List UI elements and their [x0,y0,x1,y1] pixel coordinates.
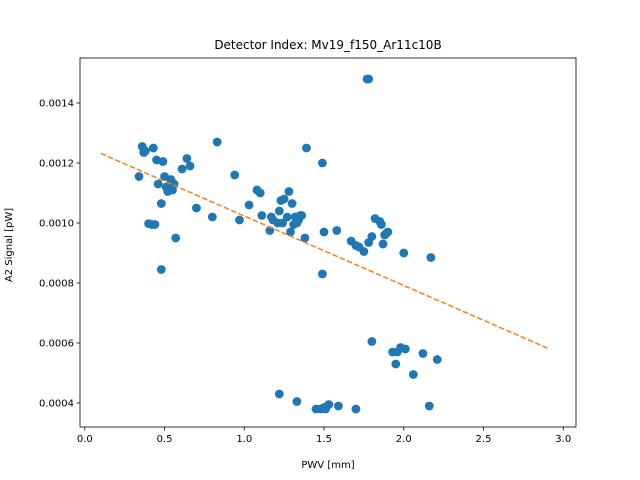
data-point [432,355,442,364]
x-tick-label: 2.0 [396,434,412,445]
data-point [182,154,192,163]
x-tick-label: 1.5 [316,434,332,445]
x-tick-label: 1.0 [236,434,252,445]
data-point [399,248,409,258]
data-point [297,211,307,220]
data-point [318,269,327,279]
plot-area [79,57,577,428]
data-point [257,211,267,220]
data-point [274,389,284,399]
data-point [383,227,393,237]
y-tick-label: 0.0004 [39,399,74,410]
y-axis-ticks: 0.0004 0.0006 0.0008 0.0010 0.0012 0.0014 [39,99,80,410]
data-point [212,137,222,147]
data-point [300,233,310,243]
data-point [235,215,244,225]
data-point [426,253,436,262]
data-point [279,194,289,204]
data-point [292,397,302,406]
data-point [158,157,168,166]
data-point [150,220,160,229]
data-point [192,203,201,213]
x-tick-label: 3.0 [555,434,571,445]
data-point [274,206,284,216]
data-point [171,233,181,243]
fit-line [100,152,548,349]
data-point [156,199,166,208]
data-point [378,239,388,249]
data-point [230,170,240,180]
data-point [255,188,265,198]
y-axis-label: A2 Signal [pW] [4,208,15,282]
data-point [377,220,386,229]
data-point [318,158,327,168]
data-point [359,247,369,256]
data-point [302,143,311,153]
data-point [287,199,297,208]
data-point [351,404,361,414]
data-point [148,143,158,153]
axes-frame [79,57,577,428]
x-axis-label: PWV [mm] [301,460,354,471]
data-point [207,212,217,222]
y-tick-label: 0.0010 [39,219,74,230]
y-tick-label: 0.0006 [39,339,74,350]
y-tick-label: 0.0012 [39,159,74,170]
data-point [244,200,254,210]
data-point [418,349,428,358]
data-point [319,227,329,237]
data-point [177,164,187,174]
data-point [333,401,343,411]
data-point [367,232,377,241]
data-point [400,344,410,354]
data-point [185,161,195,171]
chart-title: Detector Index: Mv19_f150_Ar11c10B [214,38,441,52]
data-point [424,401,434,411]
data-point [324,400,334,409]
x-tick-label: 0.0 [77,434,93,445]
data-point [156,265,166,274]
data-point [282,212,292,222]
y-tick-label: 0.0008 [39,279,74,290]
data-point [286,227,295,237]
data-point [367,337,377,346]
data-point [278,218,287,228]
x-tick-label: 2.5 [476,434,492,445]
x-tick-label: 0.5 [157,434,173,445]
data-point [140,146,150,156]
y-tick-label: 0.0014 [39,99,74,110]
data-point [391,359,401,369]
data-point [153,179,163,189]
data-point [408,370,418,379]
scatter-points [134,74,442,414]
data-point [134,172,144,181]
data-point [332,226,342,235]
data-point [364,74,374,84]
data-point [284,187,294,196]
x-axis-ticks: 0.0 0.5 1.0 1.5 2.0 2.5 3.0 [77,427,571,445]
